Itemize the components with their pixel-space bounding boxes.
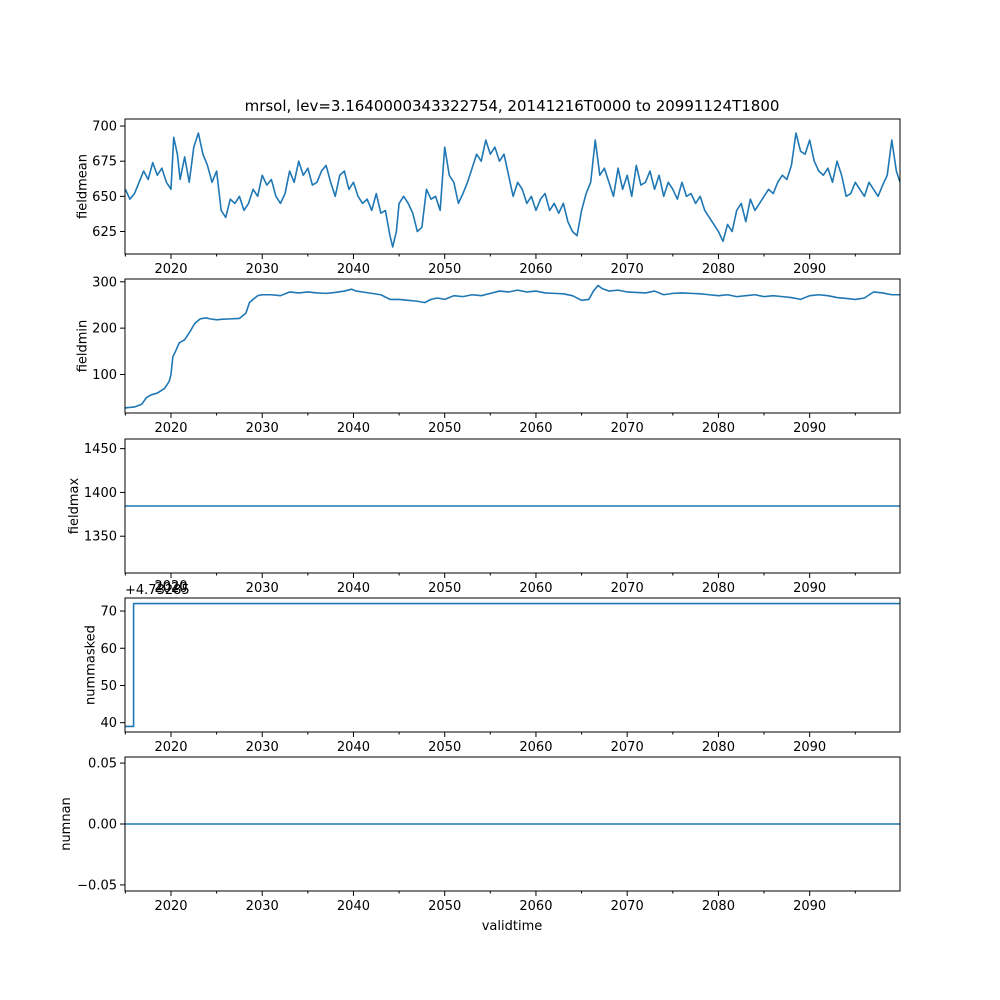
panel-fieldmin: 2020 2030 2040 2050 2060 2070 2080 2090 100 200 30… [75,275,901,436]
series-line-nummasked [125,602,900,728]
y-tick-label: 0.05 [88,757,117,772]
axes-frame-fieldmean [124,118,901,255]
axes-frame-fieldmin [124,278,901,414]
x-tick-label: 2080 [702,581,735,596]
x-tick-label: 2060 [519,421,552,436]
axes-frame-nummasked [124,597,901,733]
y-tick-label: 0.00 [88,818,117,833]
x-tick-label: 2090 [793,899,826,914]
x-tick-label: 2040 [337,740,370,755]
y-axis-label-nummasked: nummasked [84,625,99,705]
x-tick-label: 2070 [611,740,644,755]
y-tick-label: 650 [92,190,117,205]
x-tick-label: 2040 [337,899,370,914]
x-tick-label: 2080 [702,740,735,755]
x-tick-label: 2070 [611,581,644,596]
x-tick-label: 2040 [337,262,370,277]
x-tick-label: 2030 [246,581,279,596]
x-tick-label: 2070 [611,421,644,436]
y-axis-label-fieldmin: fieldmin [75,320,90,373]
axes-frame-fieldmax [124,438,901,574]
y-tick-label: 50 [100,679,117,694]
x-tick-label: 2050 [428,262,461,277]
x-tick-label: 2020 [154,421,187,436]
x-tick-label: 2040 [337,421,370,436]
x-tick-label: 2090 [793,262,826,277]
x-tick-label: 2020 [154,899,187,914]
y-tick-label: 1450 [84,442,117,457]
x-tick-label: 2020 [154,581,187,596]
x-axis-label: validtime [482,919,543,934]
x-tick-label: 2020 [154,740,187,755]
panel-numnan: 2020 2030 2040 2050 2060 2070 2080 2090 −0.05 0.0… [59,756,901,914]
y-axis-label-fieldmean: fieldmean [75,154,90,219]
x-tick-label: 2020 [154,262,187,277]
x-tick-label: 2080 [702,899,735,914]
y-tick-label: 100 [92,368,117,383]
offset-text: +4.73285 [125,583,190,598]
x-tick-label: 2060 [519,740,552,755]
x-tick-label: 2060 [519,262,552,277]
x-tick-label: 2030 [246,899,279,914]
x-tick-label: 2070 [611,262,644,277]
x-tick-label: 2030 [246,421,279,436]
series-line-fieldmin [125,284,900,409]
x-tick-label: 2090 [793,421,826,436]
x-tick-label: 2030 [246,740,279,755]
y-tick-label: 1350 [84,530,117,545]
panel-nummasked: 2020 2030 2040 2050 2060 2070 2080 2090 40 50 60 70… [84,579,901,755]
x-tick-label: 2030 [246,262,279,277]
series-line-fieldmean [125,132,900,248]
y-tick-label: 200 [92,322,117,337]
offset-overlap-label: 2020 [154,579,187,594]
x-tick-label: 2050 [428,899,461,914]
y-axis-label-fieldmax: fieldmax [67,478,82,535]
x-tick-label: 2050 [428,581,461,596]
panel-fieldmax: 2020 2030 2040 2050 2060 2070 2080 2090 1350 1400… [67,438,901,596]
x-tick-label: 2050 [428,421,461,436]
x-tick-label: 2090 [793,740,826,755]
y-tick-label: 700 [92,120,117,135]
chart-title: mrsol, lev=3.1640000343322754, 20141216T… [245,97,780,115]
y-axis-label-numnan: numnan [59,797,74,851]
y-tick-label: 70 [100,605,117,620]
y-tick-label: 675 [92,155,117,170]
x-tick-label: 2050 [428,740,461,755]
x-tick-label: 2060 [519,899,552,914]
panel-fieldmean: 2020 2030 2040 2050 2060 2070 2080 2090 625 650 67… [75,118,901,277]
x-tick-label: 2080 [702,262,735,277]
y-tick-label: 625 [92,225,117,240]
y-tick-label: 60 [100,642,117,657]
x-tick-label: 2080 [702,421,735,436]
y-tick-label: 300 [92,275,117,290]
x-tick-label: 2060 [519,581,552,596]
y-tick-label: −0.05 [77,878,117,893]
y-tick-label: 40 [100,716,117,731]
y-tick-label: 1400 [84,486,117,501]
x-tick-label: 2040 [337,581,370,596]
x-tick-label: 2070 [611,899,644,914]
x-tick-label: 2090 [793,581,826,596]
